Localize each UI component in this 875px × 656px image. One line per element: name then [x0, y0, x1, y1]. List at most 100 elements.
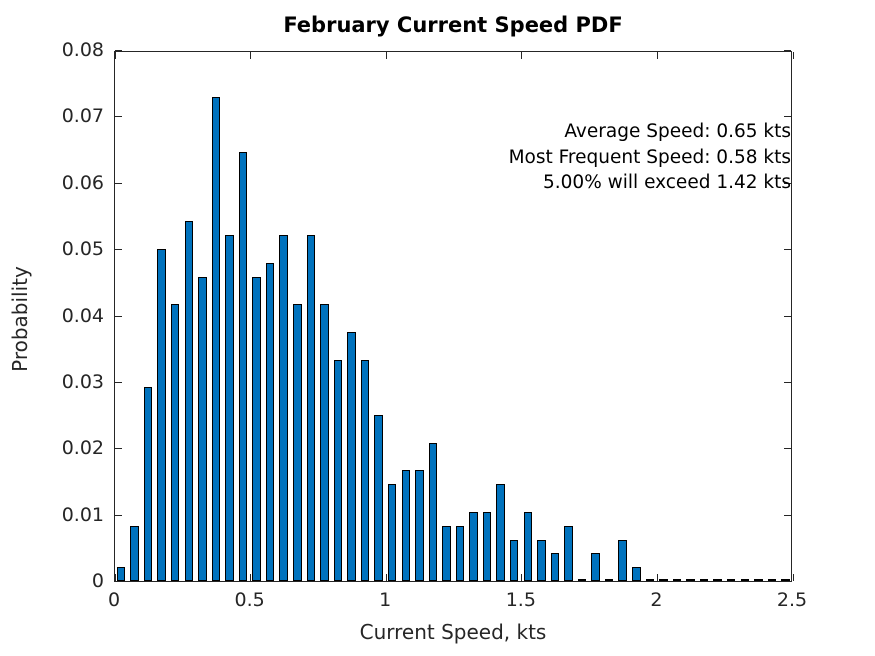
histogram-bar	[523, 511, 532, 581]
x-tick-mark	[792, 52, 794, 59]
plot-area	[114, 50, 794, 582]
x-tick-label: 0	[107, 589, 121, 611]
y-tick-mark	[115, 182, 122, 184]
histogram-bar	[442, 525, 451, 581]
histogram-bar	[225, 235, 234, 581]
y-tick-label: 0.01	[61, 503, 104, 526]
y-tick-mark	[784, 514, 791, 516]
histogram-bar	[238, 152, 248, 581]
y-tick-mark	[115, 315, 122, 317]
histogram-bar	[401, 470, 410, 581]
x-tick-mark	[792, 574, 794, 581]
x-tick-label: 1.5	[505, 589, 536, 611]
histogram-bar	[415, 470, 424, 581]
histogram-bar	[211, 97, 221, 581]
histogram-bar	[130, 525, 139, 581]
y-tick-label: 0	[91, 570, 104, 592]
y-tick-label: 0.03	[61, 370, 104, 393]
histogram-bar	[306, 235, 315, 581]
y-tick-mark	[115, 448, 122, 450]
y-tick-mark	[115, 116, 122, 118]
histogram-bar	[469, 511, 478, 581]
zero-bin-dash	[781, 579, 790, 581]
zero-bin-dash	[754, 579, 763, 581]
y-tick-label: 0.04	[61, 304, 104, 327]
x-tick-mark	[521, 52, 523, 59]
zero-bin-dash	[604, 579, 614, 581]
histogram-bar	[116, 567, 126, 581]
x-tick-mark	[385, 52, 387, 59]
x-tick-label: 2	[650, 589, 663, 611]
histogram-bar	[387, 484, 397, 581]
y-tick-mark	[115, 581, 122, 582]
x-tick-mark	[656, 52, 658, 59]
histogram-bar	[509, 539, 519, 581]
histogram-bar	[279, 235, 288, 581]
y-tick-mark	[784, 116, 791, 118]
histogram-bar	[618, 539, 627, 581]
histogram-bar	[482, 511, 492, 581]
zero-bin-dash	[686, 579, 695, 581]
histogram-bar	[537, 539, 546, 581]
chart-title: February Current Speed PDF	[283, 13, 623, 37]
histogram-bar	[591, 553, 600, 581]
stats-annotation: Average Speed: 0.65 kts Most Frequent Sp…	[509, 119, 791, 196]
zero-bin-dash	[767, 579, 777, 581]
zero-bin-dash	[645, 579, 654, 581]
histogram-bar	[170, 304, 180, 581]
histogram-bar	[184, 221, 193, 581]
x-tick-label: 2.5	[776, 589, 808, 611]
y-tick-mark	[784, 448, 791, 450]
y-tick-label: 0.08	[61, 39, 104, 61]
y-tick-label: 0.07	[61, 105, 104, 128]
histogram-bar	[320, 304, 329, 581]
zero-bin-dash	[659, 579, 668, 581]
y-tick-mark	[784, 581, 791, 582]
histogram-bar	[293, 304, 302, 581]
histogram-bar	[157, 249, 166, 581]
histogram-bar	[564, 525, 573, 581]
y-tick-mark	[784, 315, 791, 317]
annotation-line-exceedance: 5.00% will exceed 1.42 kts	[543, 172, 791, 193]
histogram-bar	[550, 553, 560, 581]
x-axis-label: Current Speed, kts	[359, 620, 547, 644]
histogram-bar	[265, 262, 275, 581]
annotation-line-average: Average Speed: 0.65 kts	[564, 121, 791, 142]
annotation-line-mode: Most Frequent Speed: 0.58 kts	[508, 146, 791, 168]
zero-bin-dash	[672, 579, 682, 581]
x-tick-mark	[250, 574, 252, 581]
y-tick-label: 0.02	[61, 437, 104, 460]
y-tick-mark	[115, 50, 122, 51]
histogram-bar	[143, 387, 153, 581]
histogram-bar	[198, 276, 207, 581]
x-tick-mark	[521, 574, 523, 581]
histogram-bar	[428, 442, 438, 581]
y-tick-mark	[784, 249, 791, 251]
histogram-bar	[496, 484, 505, 581]
x-tick-mark	[250, 52, 252, 59]
y-tick-mark	[115, 249, 122, 251]
histogram-bar	[455, 525, 465, 581]
x-tick-mark	[114, 52, 116, 59]
y-tick-mark	[784, 182, 791, 184]
y-tick-label: 0.05	[61, 238, 104, 261]
x-tick-mark	[656, 574, 658, 581]
histogram-bar	[360, 359, 370, 581]
y-tick-mark	[115, 514, 122, 516]
x-tick-mark	[385, 574, 387, 581]
zero-bin-dash	[577, 579, 587, 581]
zero-bin-dash	[726, 579, 736, 581]
zero-bin-dash	[713, 579, 722, 581]
histogram-bar	[374, 415, 383, 581]
histogram-bar	[632, 567, 641, 581]
x-tick-mark	[114, 574, 116, 581]
histogram-bar	[252, 276, 261, 581]
y-tick-mark	[784, 50, 791, 51]
y-tick-mark	[115, 381, 122, 383]
x-tick-label: 1	[379, 589, 392, 611]
y-tick-label: 0.06	[61, 171, 104, 194]
x-tick-label: 0.5	[234, 589, 265, 611]
histogram-bar	[347, 332, 356, 581]
zero-bin-dash	[699, 579, 709, 581]
